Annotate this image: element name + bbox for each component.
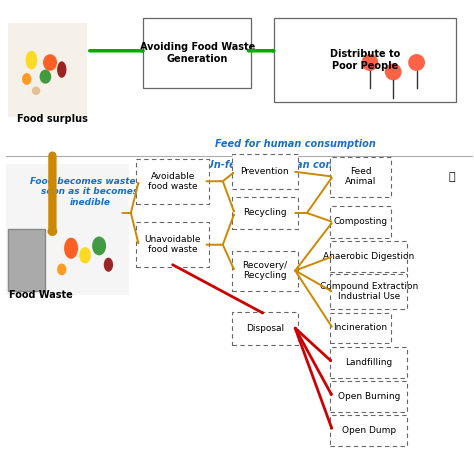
Ellipse shape xyxy=(57,61,66,78)
Text: Anaerobic Digestion: Anaerobic Digestion xyxy=(323,252,414,261)
Text: Food becomes waste as
soon as it becomes
inedible: Food becomes waste as soon as it becomes… xyxy=(30,177,150,207)
FancyBboxPatch shape xyxy=(274,18,456,103)
Ellipse shape xyxy=(26,51,37,70)
FancyBboxPatch shape xyxy=(232,251,298,290)
FancyBboxPatch shape xyxy=(137,222,209,267)
FancyBboxPatch shape xyxy=(330,415,407,446)
Text: Open Dump: Open Dump xyxy=(342,426,396,435)
Text: Un-feed for human consumption: Un-feed for human consumption xyxy=(206,159,384,169)
Text: Recovery/
Recycling: Recovery/ Recycling xyxy=(242,261,287,280)
Text: Unavoidable
food waste: Unavoidable food waste xyxy=(145,235,201,254)
FancyBboxPatch shape xyxy=(137,159,209,203)
Text: Compound Extraction
Industrial Use: Compound Extraction Industrial Use xyxy=(319,282,418,301)
FancyBboxPatch shape xyxy=(8,229,46,290)
FancyBboxPatch shape xyxy=(358,23,456,98)
Ellipse shape xyxy=(39,70,51,84)
Circle shape xyxy=(362,54,378,71)
Ellipse shape xyxy=(57,263,66,275)
Ellipse shape xyxy=(64,237,78,259)
Ellipse shape xyxy=(79,247,91,263)
FancyBboxPatch shape xyxy=(330,157,391,196)
FancyBboxPatch shape xyxy=(232,312,298,345)
FancyBboxPatch shape xyxy=(144,18,251,88)
FancyBboxPatch shape xyxy=(330,274,407,309)
Circle shape xyxy=(385,63,401,80)
FancyBboxPatch shape xyxy=(232,196,298,229)
Text: Prevention: Prevention xyxy=(240,167,289,176)
Text: Distribute to
Poor People: Distribute to Poor People xyxy=(330,49,401,71)
FancyBboxPatch shape xyxy=(232,154,298,190)
Text: 🐷: 🐷 xyxy=(448,172,455,182)
Text: Feed
Animal: Feed Animal xyxy=(345,167,376,186)
Ellipse shape xyxy=(92,236,106,255)
FancyBboxPatch shape xyxy=(3,164,129,295)
Circle shape xyxy=(408,54,425,71)
FancyBboxPatch shape xyxy=(330,313,391,343)
Text: Recycling: Recycling xyxy=(243,209,287,218)
Text: Avoiding Food Waste
Generation: Avoiding Food Waste Generation xyxy=(139,42,255,64)
Text: Composting: Composting xyxy=(334,218,388,227)
FancyBboxPatch shape xyxy=(330,347,407,377)
Text: Food surplus: Food surplus xyxy=(17,114,88,124)
Ellipse shape xyxy=(32,87,40,95)
Text: Landfilling: Landfilling xyxy=(345,358,392,367)
Text: Incineration: Incineration xyxy=(334,324,388,333)
FancyBboxPatch shape xyxy=(330,206,391,238)
Text: Food Waste: Food Waste xyxy=(9,290,73,300)
Text: Feed for human consumption: Feed for human consumption xyxy=(215,139,375,149)
FancyBboxPatch shape xyxy=(8,23,87,116)
Text: Avoidable
food waste: Avoidable food waste xyxy=(148,172,198,191)
Text: Open Burning: Open Burning xyxy=(337,392,400,401)
Ellipse shape xyxy=(43,54,57,71)
FancyBboxPatch shape xyxy=(330,381,407,412)
Text: Disposal: Disposal xyxy=(246,324,284,333)
Ellipse shape xyxy=(22,73,31,85)
FancyBboxPatch shape xyxy=(330,241,407,272)
Ellipse shape xyxy=(104,258,113,272)
